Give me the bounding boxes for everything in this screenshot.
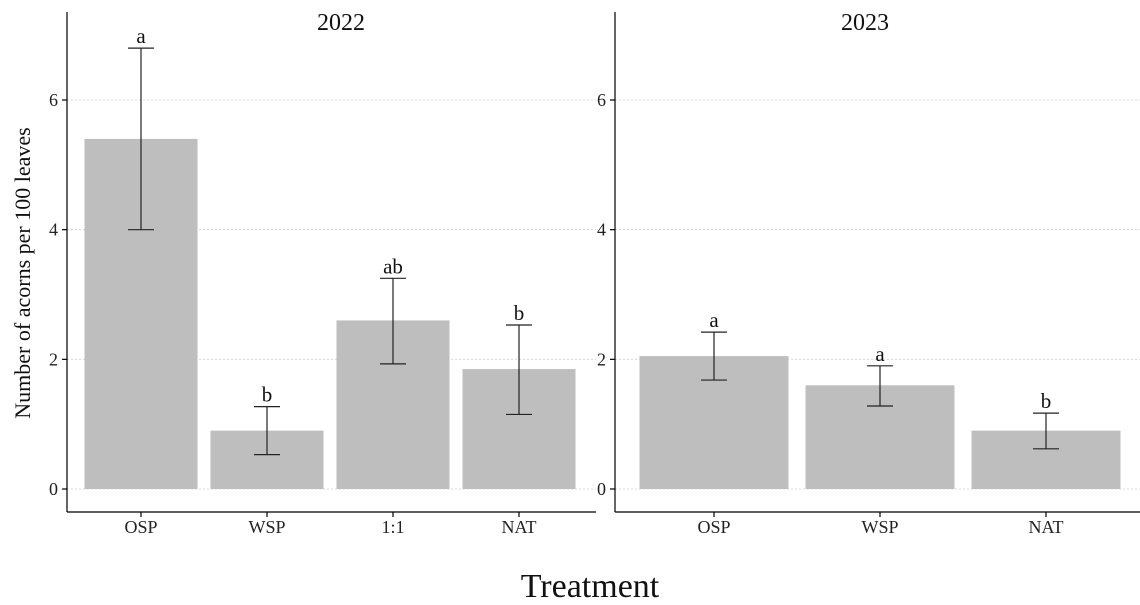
x-tick-label: OSP	[697, 517, 730, 537]
y-ticks-2023: 0 2 4 6	[597, 90, 615, 499]
significance-label: a	[136, 24, 146, 48]
x-tick-label: WSP	[248, 517, 285, 537]
significance-label: a	[875, 342, 885, 366]
x-tick-label: NAT	[1029, 517, 1064, 537]
significance-label: b	[1041, 389, 1052, 413]
significance-label: b	[514, 301, 525, 325]
significance-label: b	[262, 383, 273, 407]
x-tick-label: WSP	[861, 517, 898, 537]
significance-labels-2023: a a b	[709, 308, 1051, 413]
bars-2023	[639, 356, 1121, 489]
y-tick-label: 0	[49, 479, 58, 499]
x-tick-label: NAT	[502, 517, 537, 537]
y-tick-label: 6	[49, 90, 58, 110]
y-tick-label: 2	[49, 349, 58, 369]
panel-title-2023: 2023	[841, 10, 889, 36]
significance-label: ab	[383, 254, 403, 278]
panel-title-2022: 2022	[317, 10, 365, 36]
y-tick-label: 2	[597, 349, 606, 369]
bars-2022	[84, 138, 576, 489]
x-ticks-2023: OSP WSP NAT	[697, 512, 1064, 537]
y-axis-title: Number of acorns per 100 leaves	[10, 127, 35, 418]
y-tick-label: 4	[597, 220, 606, 240]
significance-label: a	[709, 308, 719, 332]
y-ticks-2022: 0 2 4 6	[49, 90, 67, 499]
x-axis-title: Treatment	[521, 568, 660, 605]
error-bars-2023	[701, 331, 1059, 450]
y-tick-label: 4	[49, 220, 58, 240]
y-tick-label: 0	[597, 479, 606, 499]
panel-2023: a a b 0 2 4 6 OSP WSP NAT 2023	[597, 10, 1140, 537]
x-ticks-2022: OSP WSP 1:1 NAT	[124, 512, 537, 537]
x-tick-label: OSP	[124, 517, 157, 537]
x-tick-label: 1:1	[381, 517, 404, 537]
error-bars-2022	[128, 47, 532, 456]
y-tick-label: 6	[597, 90, 606, 110]
